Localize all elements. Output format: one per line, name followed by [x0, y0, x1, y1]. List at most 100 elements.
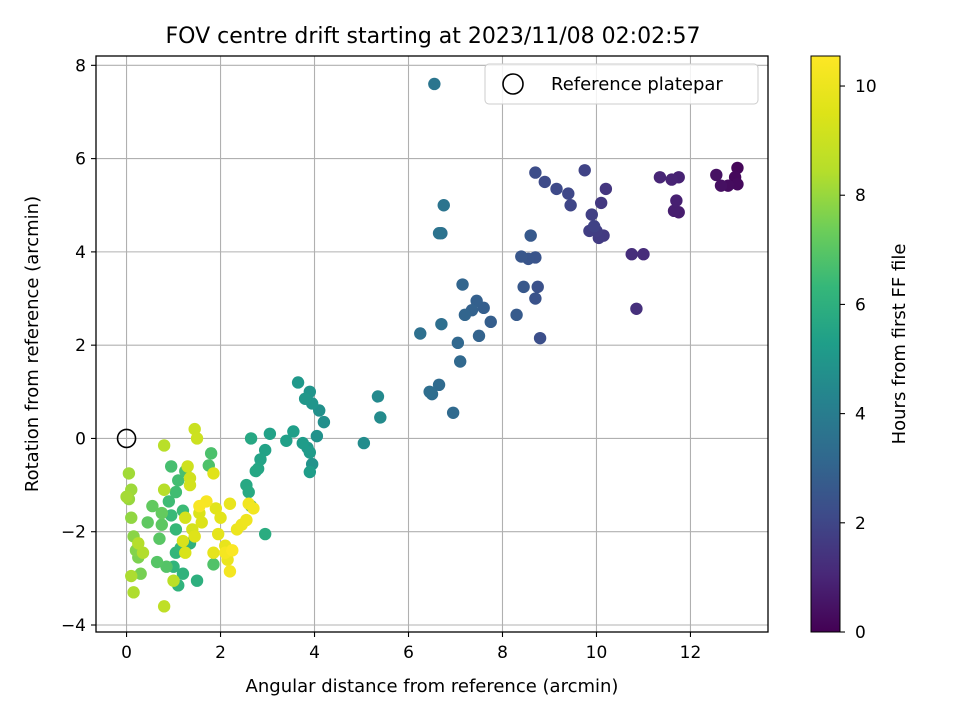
scatter-point	[562, 187, 575, 200]
scatter-point	[310, 429, 324, 443]
y-tick-label: 4	[75, 243, 86, 263]
scatter-point	[134, 567, 147, 580]
y-tick-label: −4	[61, 616, 86, 636]
scatter-point	[599, 182, 613, 196]
scatter-point	[132, 537, 145, 550]
legend-marker	[502, 73, 524, 95]
scatter-point	[214, 511, 227, 524]
scatter-point	[510, 308, 523, 322]
reference-marker	[116, 428, 137, 449]
y-axis-ticks: −4 −2 0 2 4 6 8	[61, 56, 96, 636]
y-tick-label: 8	[75, 56, 86, 76]
scatter-point	[423, 385, 436, 399]
colorbar-ticks: 0 2 4 6 8 10	[840, 77, 877, 643]
scatter-point	[517, 280, 530, 294]
scatter-point	[529, 166, 542, 179]
scatter-point	[190, 432, 204, 445]
scatter-point	[179, 546, 192, 559]
scatter-point	[414, 327, 427, 340]
scatter-point	[157, 483, 171, 496]
scatter-point	[169, 523, 183, 536]
scatter-point	[223, 565, 237, 578]
scatter-point	[435, 317, 448, 331]
scatter-point	[188, 530, 201, 543]
scatter-point	[667, 204, 681, 218]
scatter-point	[258, 527, 272, 541]
scatter-point	[296, 436, 309, 450]
scatter-point	[141, 516, 154, 529]
grid	[96, 56, 768, 632]
scatter-point	[211, 527, 225, 541]
y-tick-label: −2	[61, 523, 86, 543]
scatter-point	[458, 308, 472, 322]
scatter-point	[587, 220, 601, 233]
scatter-point	[371, 390, 385, 403]
scatter-point	[195, 516, 208, 529]
scatter-point	[291, 376, 305, 389]
scatter-point	[209, 502, 223, 515]
chart-title: FOV centre drift starting at 2023/11/08 …	[166, 24, 701, 49]
scatter-point	[207, 546, 220, 559]
scatter-point	[167, 574, 180, 587]
scatter-point	[303, 446, 317, 459]
scatter-point	[176, 567, 190, 580]
scatter-point	[524, 229, 537, 242]
scatter-point	[625, 248, 638, 261]
scatter-point	[190, 574, 204, 587]
legend: Reference platepar	[484, 63, 759, 105]
scatter-point	[665, 173, 678, 186]
scatter-point	[240, 513, 253, 527]
scatter-point	[451, 336, 465, 350]
scatter-point	[244, 432, 258, 445]
scatter-point	[303, 465, 317, 479]
scatter-point	[157, 439, 171, 452]
scatter-point	[298, 392, 312, 406]
y-tick-label: 2	[75, 336, 86, 356]
scatter-point	[150, 555, 164, 569]
scatter-point	[437, 199, 450, 212]
scatter-point	[515, 250, 528, 263]
legend-box	[484, 63, 759, 105]
scatter-point	[226, 544, 239, 557]
colorbar-label: Hours from first FF file	[889, 244, 910, 445]
scatter-point	[731, 161, 744, 175]
scatter-point	[181, 460, 194, 473]
scatter-point	[357, 436, 371, 450]
scatter-point	[446, 406, 460, 419]
scatter-point	[172, 474, 185, 487]
scatter-point	[578, 164, 591, 177]
colorbar-tick-label: 8	[855, 186, 866, 206]
colorbar-tick-label: 6	[855, 295, 866, 315]
x-tick-label: 12	[680, 643, 702, 663]
scatter-point	[456, 278, 469, 291]
scatter-point	[188, 422, 201, 436]
scatter-point	[120, 490, 133, 503]
scatter-point	[428, 77, 441, 91]
scatter-point	[472, 329, 486, 343]
x-axis-ticks: 0 2 4 6 8 10 12	[121, 632, 701, 663]
scatter-point	[280, 434, 293, 447]
scatter-point	[146, 499, 159, 513]
x-tick-label: 10	[586, 643, 608, 663]
scatter-point	[164, 509, 178, 522]
scatter-point	[529, 292, 542, 305]
y-tick-label: 6	[75, 150, 86, 170]
scatter-point	[157, 600, 171, 613]
scatter-point	[594, 196, 608, 210]
scatter-point	[317, 415, 331, 429]
scatter-point	[249, 464, 262, 478]
x-axis-label: Angular distance from reference (arcmin)	[246, 676, 619, 697]
colorbar	[810, 55, 841, 633]
plot-frame	[95, 55, 769, 633]
y-tick-label: 0	[75, 429, 86, 449]
scatter-point	[538, 175, 551, 189]
scatter-point	[710, 168, 723, 182]
scatter-point	[176, 534, 190, 548]
scatter-point	[287, 425, 300, 438]
scatter-point	[637, 248, 650, 261]
scatter-point	[731, 178, 744, 191]
scatter-point	[207, 558, 220, 571]
scatter-point	[585, 208, 598, 221]
colorbar-tick-label: 10	[855, 77, 877, 97]
